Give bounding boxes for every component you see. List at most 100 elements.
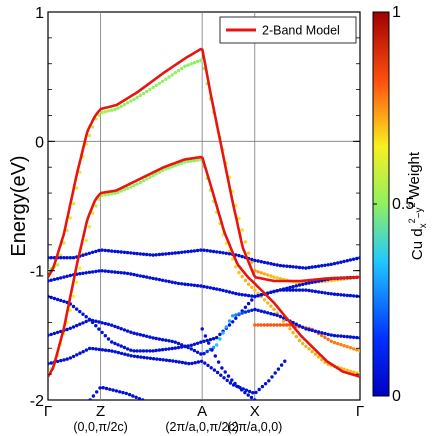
- dft-point: [240, 311, 244, 315]
- dft-point: [243, 293, 248, 297]
- dft-point: [339, 342, 343, 347]
- dft-point: [180, 343, 184, 347]
- dft-point: [297, 283, 302, 287]
- dft-point: [345, 335, 349, 339]
- dft-point: [285, 264, 289, 268]
- dft-point: [65, 327, 69, 332]
- dft-point: [148, 349, 152, 353]
- dft-point: [100, 248, 104, 252]
- dft-point: [138, 349, 142, 353]
- dft-point: [310, 265, 314, 269]
- dft-point: [215, 343, 219, 347]
- legend-label: 2-Band Model: [262, 24, 340, 38]
- dft-point: [135, 332, 139, 336]
- dft-point: [125, 186, 130, 190]
- dft-point: [110, 270, 114, 274]
- dft-point: [224, 241, 228, 245]
- dft-point: [55, 263, 60, 267]
- dft-point: [275, 276, 279, 280]
- dft-point: [326, 291, 330, 296]
- dft-point: [164, 347, 168, 351]
- dft-point: [97, 347, 101, 352]
- dft-point: [231, 320, 235, 324]
- dft-point: [132, 272, 136, 277]
- dft-point: [247, 389, 252, 394]
- dft-point: [196, 360, 201, 364]
- dft-point: [132, 354, 137, 358]
- dft-point: [205, 285, 209, 289]
- dft-point: [205, 338, 209, 343]
- dft-point: [215, 370, 220, 375]
- dft-point: [267, 379, 271, 383]
- dft-point: [48, 279, 50, 283]
- dft-point: [326, 263, 330, 267]
- dft-point: [122, 345, 127, 350]
- dft-point: [84, 238, 88, 243]
- dft-point: [253, 398, 257, 400]
- dft-point: [192, 249, 197, 253]
- legend: 2-Band Model: [219, 16, 357, 44]
- dft-point: [65, 274, 69, 278]
- dft-point: [205, 248, 209, 253]
- dft-point: [307, 288, 311, 293]
- dft-point: [62, 275, 66, 279]
- dft-point: [307, 281, 311, 285]
- dft-point: [195, 341, 200, 345]
- dft-point: [170, 251, 174, 255]
- dft-point: [332, 261, 337, 266]
- dft-point: [154, 277, 158, 281]
- dft-point: [155, 357, 159, 361]
- dft-point: [203, 361, 207, 365]
- dft-point: [75, 353, 79, 357]
- dft-point: [62, 256, 66, 260]
- y-axis-label: Energy(eV): [8, 155, 30, 256]
- k-point-coord: (0,0,π/2c): [73, 420, 127, 434]
- dft-point: [132, 331, 136, 335]
- model-lines: [48, 47, 360, 378]
- dft-point: [281, 264, 286, 268]
- dft-point: [148, 356, 153, 360]
- dft-point: [226, 374, 231, 378]
- dft-point: [256, 259, 260, 263]
- dft-point: [250, 298, 254, 302]
- dft-point: [281, 288, 286, 292]
- dft-point: [301, 341, 305, 346]
- dft-point: [106, 249, 111, 253]
- dft-point: [94, 319, 98, 323]
- colorbar-tick-label: 0: [392, 388, 401, 405]
- dft-point: [348, 258, 353, 262]
- dft-point: [278, 288, 283, 292]
- dft-point: [345, 345, 349, 349]
- dft-point: [110, 192, 114, 196]
- dft-point: [278, 276, 283, 281]
- dft-point: [265, 323, 270, 327]
- dft-point: [158, 357, 162, 362]
- dft-point: [199, 248, 203, 252]
- dft-point: [122, 328, 127, 332]
- dft-point: [110, 340, 114, 344]
- dft-point: [222, 376, 226, 380]
- dft-point: [71, 354, 76, 359]
- dft-point: [84, 252, 88, 256]
- dft-point: [329, 333, 333, 337]
- dft-point: [269, 262, 273, 266]
- dft-point: [215, 250, 219, 254]
- dft-point: [101, 386, 105, 390]
- dft-point: [291, 331, 295, 335]
- dft-point: [135, 273, 139, 277]
- dft-point: [246, 301, 251, 306]
- dft-point: [224, 251, 228, 255]
- dft-point: [65, 228, 69, 233]
- k-point-label: Γ: [356, 403, 364, 420]
- dft-point: [339, 260, 343, 264]
- dft-point: [48, 256, 50, 260]
- dft-point: [126, 353, 130, 357]
- dft-point: [116, 250, 120, 254]
- dft-point: [348, 346, 353, 350]
- dft-point: [106, 192, 111, 197]
- dft-point: [221, 288, 225, 293]
- dft-point: [294, 334, 298, 339]
- dft-point: [342, 259, 346, 264]
- dft-point: [272, 289, 276, 294]
- dft-point: [81, 271, 85, 275]
